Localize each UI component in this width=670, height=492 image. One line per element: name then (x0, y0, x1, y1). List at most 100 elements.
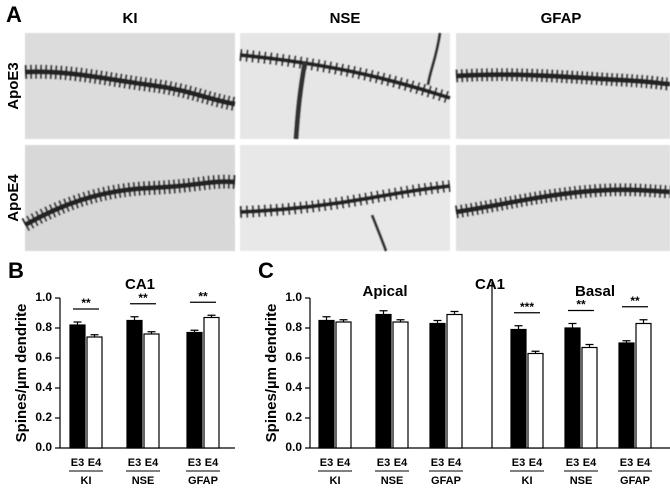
error-bar (639, 319, 648, 324)
y-tick-label: 0.6 (35, 350, 52, 364)
section-title: Apical (362, 283, 407, 300)
bar (564, 327, 581, 449)
series-label: E4 (145, 457, 159, 469)
dendrite (239, 184, 451, 214)
significance-label: ** (138, 291, 148, 305)
error-bar (379, 310, 388, 315)
dendrite (370, 214, 388, 252)
dendrite (426, 32, 442, 86)
y-tick-label: 0.0 (285, 440, 302, 454)
series-label: E4 (529, 457, 543, 469)
bar (69, 324, 86, 449)
panel-label: B (8, 258, 24, 283)
x-tick-label: KI (522, 475, 533, 487)
micrograph (25, 145, 235, 251)
panel-label: A (6, 2, 22, 27)
micrograph (456, 145, 670, 251)
series-label: E3 (431, 457, 444, 469)
y-tick-label: 0.6 (285, 350, 302, 364)
series-label: E3 (512, 457, 525, 469)
dendrite (23, 179, 236, 228)
bar (335, 321, 352, 449)
x-tick-label: NSE (381, 475, 404, 487)
bar (375, 313, 392, 449)
y-tick-label: 0.8 (285, 320, 302, 334)
row-label: ApoE3 (5, 62, 22, 110)
micrograph (456, 33, 670, 139)
bar (203, 316, 220, 449)
series-label: E3 (128, 457, 141, 469)
y-axis-label: Spines/µm dendrite (13, 304, 30, 443)
bar (510, 328, 527, 449)
y-tick-label: 0.4 (285, 380, 302, 394)
series-label: E4 (394, 457, 408, 469)
error-bar (568, 322, 577, 328)
x-tick-label: NSE (570, 475, 593, 487)
series-label: E4 (583, 457, 597, 469)
error-bar (339, 319, 348, 322)
bar (143, 333, 160, 449)
series-label: E3 (188, 457, 201, 469)
column-header: NSE (330, 10, 361, 27)
bar (186, 331, 203, 449)
bar (446, 313, 463, 449)
error-bar (207, 314, 216, 318)
series-label: E3 (620, 457, 633, 469)
row-label: ApoE4 (5, 174, 22, 222)
dendrite (455, 187, 670, 215)
error-bar (433, 319, 442, 324)
bar (126, 319, 143, 449)
error-bar (450, 310, 459, 315)
series-label: E4 (88, 457, 102, 469)
series-label: E3 (320, 457, 333, 469)
bar (86, 336, 103, 449)
error-bar (585, 343, 594, 348)
series-label: E3 (71, 457, 84, 469)
dendrite (455, 72, 670, 87)
error-bar (190, 329, 199, 333)
error-bar (130, 316, 139, 321)
x-tick-label: KI (330, 475, 341, 487)
significance-label: ** (81, 296, 91, 310)
significance-label: ** (576, 298, 586, 312)
y-axis-label: Spines/µm dendrite (263, 304, 280, 443)
y-tick-label: 0.0 (35, 440, 52, 454)
significance-label: ** (630, 294, 640, 308)
chart-title: CA1 (475, 276, 505, 293)
bar (527, 352, 544, 449)
series-label: E4 (448, 457, 462, 469)
y-tick-label: 0.2 (285, 410, 302, 424)
section-title: Basal (575, 283, 615, 300)
significance-label: ** (198, 289, 208, 303)
x-tick-label: GFAP (188, 475, 218, 487)
error-bar (322, 316, 331, 321)
column-header: KI (123, 10, 138, 27)
series-label: E4 (337, 457, 351, 469)
bar (618, 342, 635, 449)
x-tick-label: GFAP (431, 475, 461, 487)
panel-label: C (258, 258, 274, 283)
y-tick-label: 0.2 (35, 410, 52, 424)
series-label: E3 (566, 457, 579, 469)
bar (581, 346, 598, 449)
column-header: GFAP (541, 10, 582, 27)
error-bar (531, 350, 540, 354)
bar (429, 322, 446, 449)
bar (318, 319, 335, 449)
dendrite (293, 61, 308, 140)
chart-title: CA1 (125, 276, 155, 293)
error-bar (396, 319, 405, 322)
error-bar (147, 331, 156, 334)
bar (635, 322, 652, 449)
series-label: E4 (205, 457, 219, 469)
y-tick-label: 1.0 (35, 290, 52, 304)
significance-label: *** (520, 300, 534, 314)
series-label: E3 (377, 457, 390, 469)
y-tick-label: 0.4 (35, 380, 52, 394)
x-tick-label: KI (81, 475, 92, 487)
series-label: E4 (637, 457, 651, 469)
y-tick-label: 1.0 (285, 290, 302, 304)
x-tick-label: NSE (132, 475, 155, 487)
error-bar (622, 340, 631, 343)
